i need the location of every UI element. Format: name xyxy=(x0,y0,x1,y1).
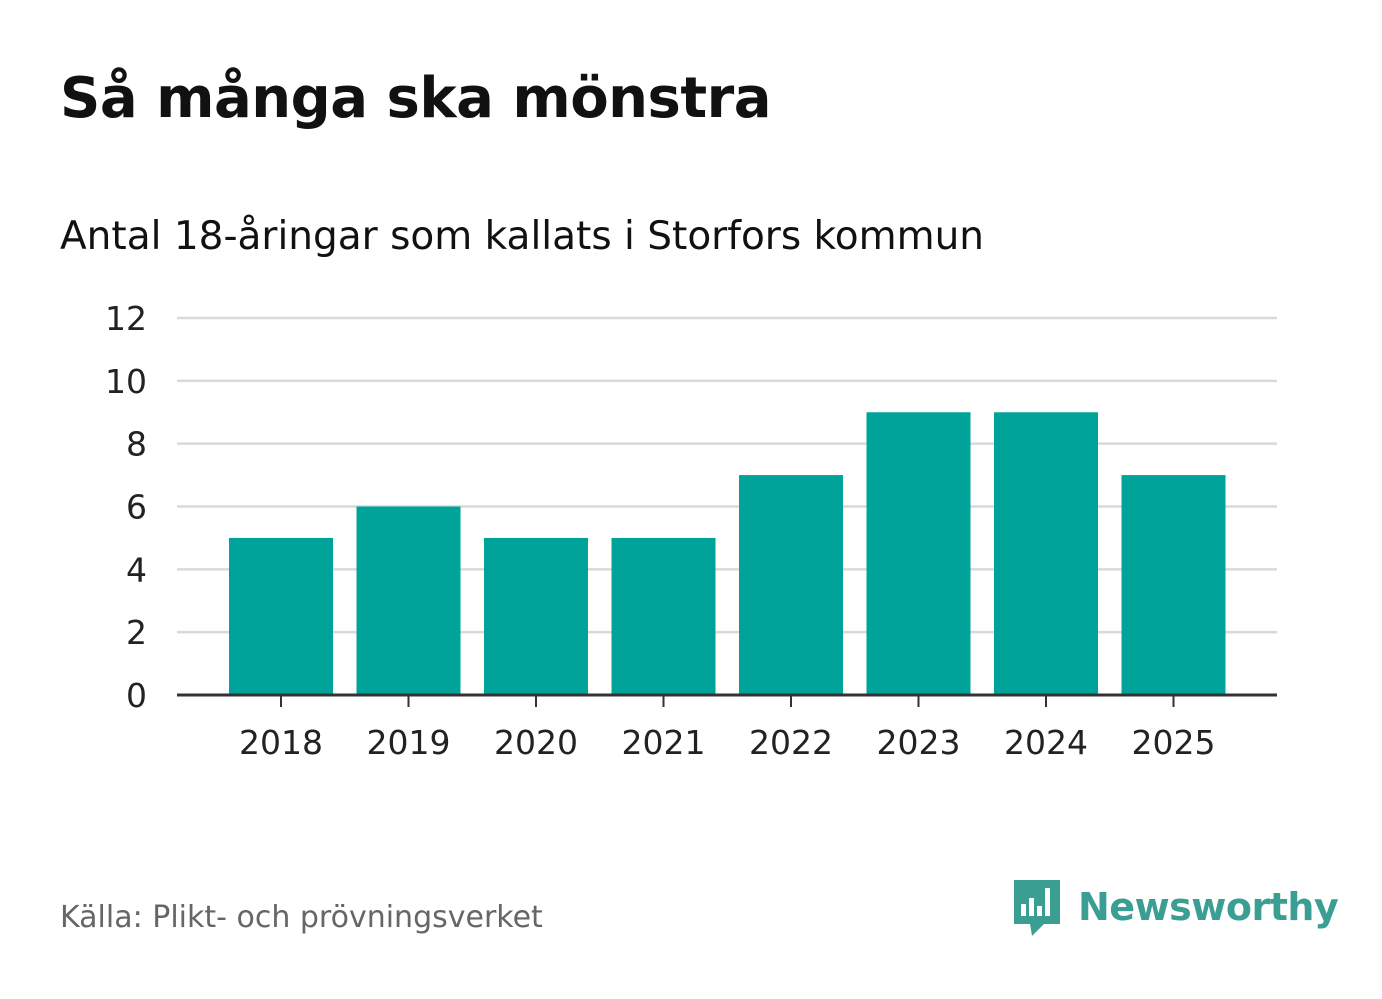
bars xyxy=(229,412,1226,695)
y-tick-label: 8 xyxy=(126,425,147,464)
x-tick-label: 2021 xyxy=(622,723,706,762)
bar-2021 xyxy=(611,537,716,695)
bar-2023 xyxy=(866,412,971,695)
bar-2018 xyxy=(229,537,333,695)
bar-2019 xyxy=(356,506,461,695)
axes: 0 2 4 6 8 10 12 2018 2019 2020 2021 2022 2023 2024 202… xyxy=(105,299,1277,762)
x-tick-label: 2020 xyxy=(494,723,578,762)
x-tick-label: 2022 xyxy=(749,723,833,762)
brand-logo: Newsworthy xyxy=(1010,876,1339,938)
x-tick-label: 2023 xyxy=(877,723,961,762)
x-tick-label: 2019 xyxy=(367,723,451,762)
y-tick-label: 4 xyxy=(126,550,147,589)
bar-2022 xyxy=(739,475,843,695)
x-tick-label: 2018 xyxy=(239,723,323,762)
y-tick-label: 2 xyxy=(126,613,147,652)
chart-subtitle: Antal 18-åringar som kallats i Storfors … xyxy=(60,214,985,259)
y-tick-label: 12 xyxy=(105,299,147,338)
x-tick-label: 2025 xyxy=(1132,723,1216,762)
y-tick-label: 6 xyxy=(126,488,147,527)
x-tick-label: 2024 xyxy=(1004,723,1088,762)
y-tick-label: 0 xyxy=(126,676,147,715)
bar-2020 xyxy=(484,537,588,695)
y-tick-label: 10 xyxy=(105,362,147,401)
brand-name: Newsworthy xyxy=(1078,885,1339,929)
bar-2025 xyxy=(1121,475,1226,695)
gridlines xyxy=(177,316,1277,634)
bar-2024 xyxy=(994,412,1098,695)
chart-bubble-icon xyxy=(1014,880,1060,936)
source-note: Källa: Plikt- och prövningsverket xyxy=(60,900,543,935)
chart-title: Så många ska mönstra xyxy=(60,66,772,131)
